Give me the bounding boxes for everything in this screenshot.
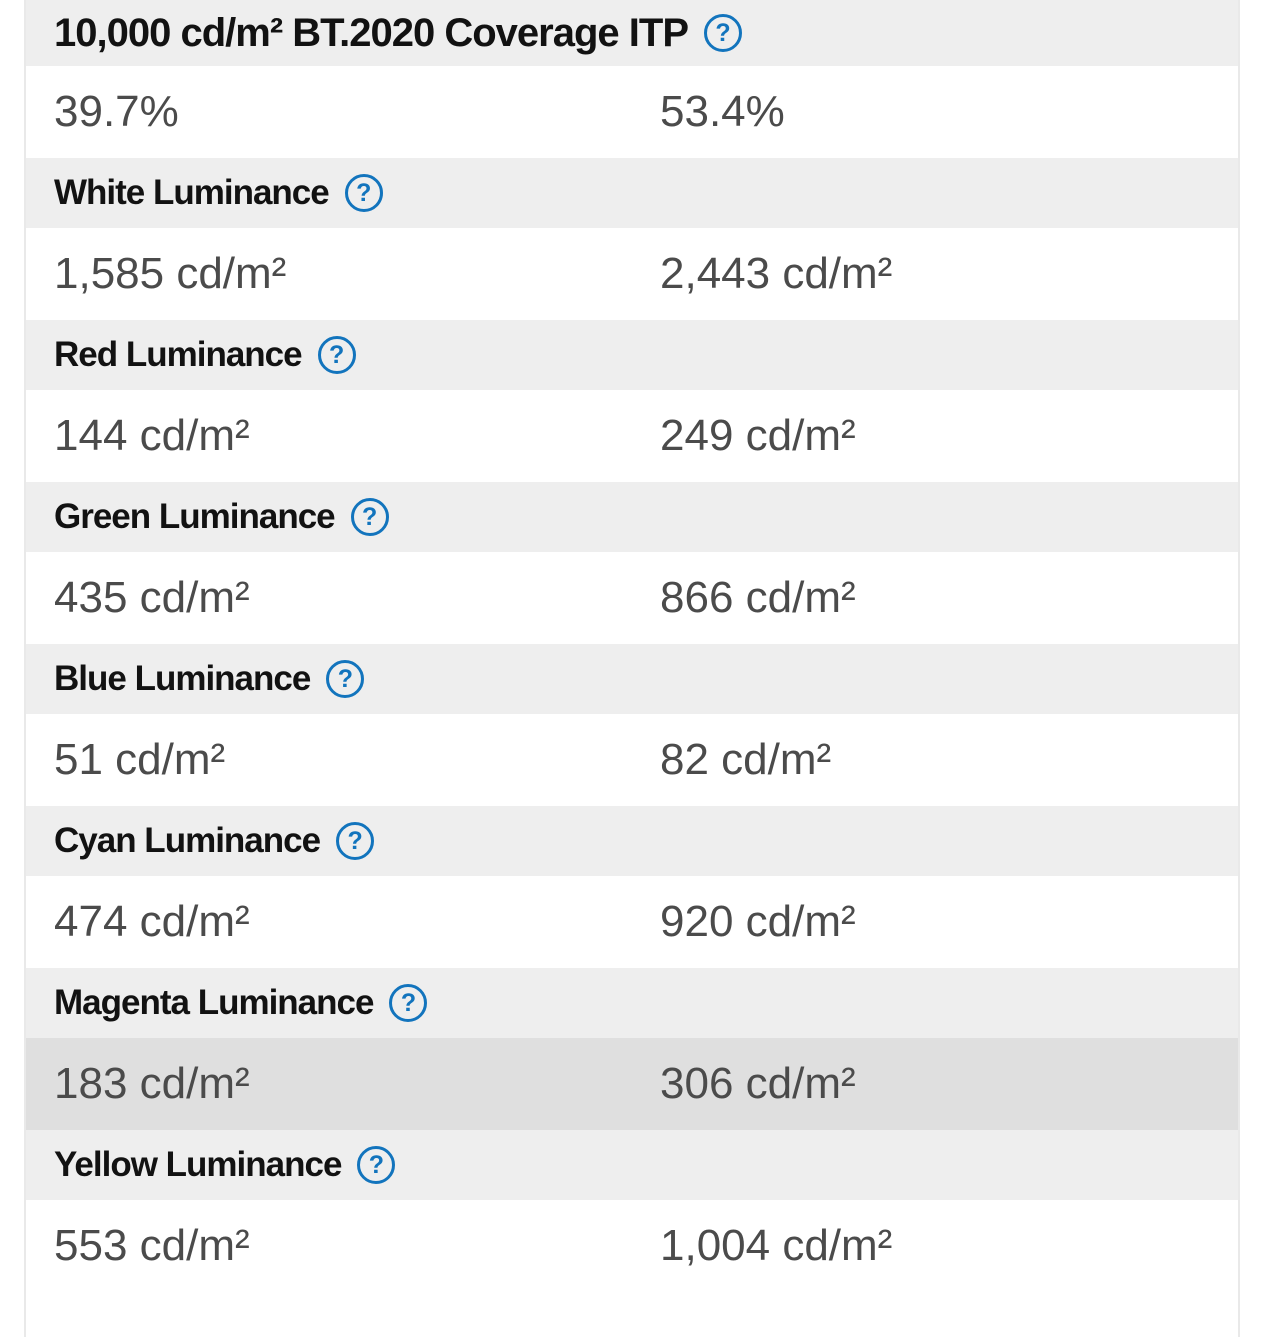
value-right: 306 cd/m² [660,1059,856,1108]
value-right: 1,004 cd/m² [660,1221,893,1270]
metric-header: 10,000 cd/m² BT.2020 Coverage ITP ? [26,0,1238,66]
metric-values-row: 435 cd/m² 866 cd/m² [26,552,1238,644]
metric-values-row: 51 cd/m² 82 cd/m² [26,714,1238,806]
metric-header: Green Luminance ? [26,482,1238,552]
metric-label: White Luminance [54,173,330,212]
metric-label: 10,000 cd/m² BT.2020 Coverage ITP [54,10,689,55]
help-icon[interactable]: ? [336,822,375,860]
value-left: 474 cd/m² [54,897,250,946]
value-left: 51 cd/m² [54,735,226,784]
metric-magenta-luminance: Magenta Luminance ? 183 cd/m² 306 cd/m² [26,968,1238,1130]
metric-values-row: 144 cd/m² 249 cd/m² [26,390,1238,482]
value-left: 435 cd/m² [54,573,250,622]
help-icon[interactable]: ? [350,498,389,536]
metric-values-row: 474 cd/m² 920 cd/m² [26,876,1238,968]
metric-white-luminance: White Luminance ? 1,585 cd/m² 2,443 cd/m… [26,158,1238,320]
value-right: 82 cd/m² [660,735,832,784]
metric-cyan-luminance: Cyan Luminance ? 474 cd/m² 920 cd/m² [26,806,1238,968]
metric-header: Cyan Luminance ? [26,806,1238,876]
metric-yellow-luminance: Yellow Luminance ? 553 cd/m² 1,004 cd/m² [26,1130,1238,1292]
metric-red-luminance: Red Luminance ? 144 cd/m² 249 cd/m² [26,320,1238,482]
value-left: 183 cd/m² [54,1059,250,1108]
metric-header: Magenta Luminance ? [26,968,1238,1038]
value-left: 1,585 cd/m² [54,249,287,298]
help-icon[interactable]: ? [317,336,356,374]
help-icon[interactable]: ? [357,1146,396,1184]
metric-label: Cyan Luminance [54,821,321,860]
metric-label: Green Luminance [54,497,336,536]
metric-label: Blue Luminance [54,659,311,698]
value-left: 553 cd/m² [54,1221,250,1270]
help-icon[interactable]: ? [344,174,383,212]
metric-label: Magenta Luminance [54,983,374,1022]
metric-header: Red Luminance ? [26,320,1238,390]
metric-header: Yellow Luminance ? [26,1130,1238,1200]
value-left: 39.7% [54,87,179,136]
metric-header: Blue Luminance ? [26,644,1238,714]
metric-values-row: 1,585 cd/m² 2,443 cd/m² [26,228,1238,320]
metric-values-row: 39.7% 53.4% [26,66,1238,158]
value-left: 144 cd/m² [54,411,250,460]
help-icon[interactable]: ? [326,660,365,698]
help-icon[interactable]: ? [704,14,742,52]
metric-green-luminance: Green Luminance ? 435 cd/m² 866 cd/m² [26,482,1238,644]
value-right: 920 cd/m² [660,897,856,946]
metric-label: Yellow Luminance [54,1145,342,1184]
value-right: 53.4% [660,87,785,136]
metric-label: Red Luminance [54,335,303,374]
value-right: 249 cd/m² [660,411,856,460]
metric-values-row-highlighted[interactable]: 183 cd/m² 306 cd/m² [26,1038,1238,1130]
metric-header: White Luminance ? [26,158,1238,228]
measurements-comparison-table: 10,000 cd/m² BT.2020 Coverage ITP ? 39.7… [24,0,1240,1337]
metric-values-row: 553 cd/m² 1,004 cd/m² [26,1200,1238,1292]
metric-blue-luminance: Blue Luminance ? 51 cd/m² 82 cd/m² [26,644,1238,806]
help-icon[interactable]: ? [389,984,428,1022]
value-right: 2,443 cd/m² [660,249,893,298]
value-right: 866 cd/m² [660,573,856,622]
metric-bt2020-coverage: 10,000 cd/m² BT.2020 Coverage ITP ? 39.7… [26,0,1238,158]
